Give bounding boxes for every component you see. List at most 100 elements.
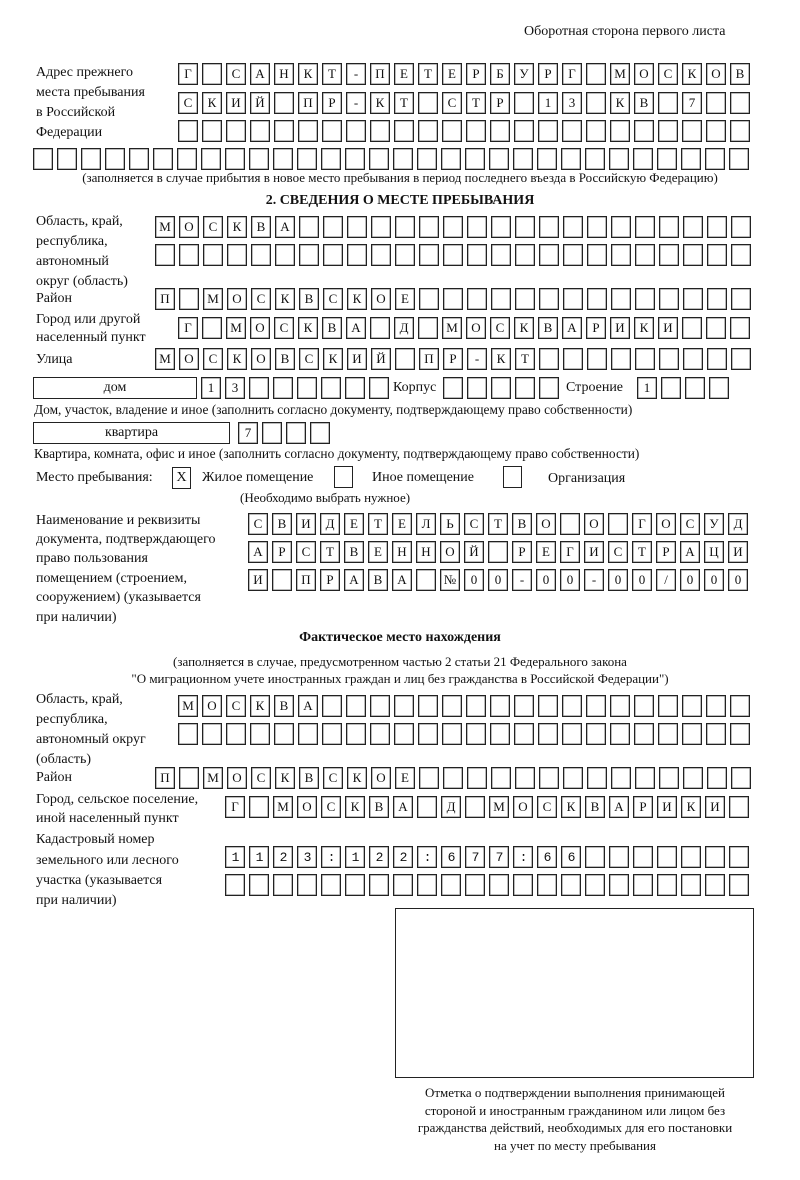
char-cell[interactable]: О <box>536 513 556 535</box>
char-cell[interactable] <box>286 422 306 444</box>
char-cell[interactable]: 0 <box>608 569 628 591</box>
char-cell[interactable] <box>635 288 655 310</box>
option-organization-checkbox[interactable] <box>503 466 522 488</box>
char-cell[interactable]: П <box>419 348 439 370</box>
char-cell[interactable] <box>491 244 511 266</box>
char-cell[interactable]: О <box>371 767 391 789</box>
char-cell[interactable]: Н <box>274 63 294 85</box>
char-cell[interactable] <box>273 874 293 896</box>
char-cell[interactable] <box>262 422 282 444</box>
char-cell[interactable]: И <box>728 541 748 563</box>
char-cell[interactable] <box>682 317 702 339</box>
char-cell[interactable] <box>465 796 485 818</box>
char-cell[interactable] <box>538 695 558 717</box>
char-cell[interactable] <box>609 874 629 896</box>
char-cell[interactable] <box>297 148 317 170</box>
char-cell[interactable] <box>178 723 198 745</box>
char-cell[interactable] <box>441 874 461 896</box>
char-cell[interactable] <box>683 288 703 310</box>
char-cell[interactable] <box>129 148 149 170</box>
char-cell[interactable] <box>562 695 582 717</box>
char-cell[interactable] <box>489 846 509 868</box>
char-cell[interactable]: К <box>634 317 654 339</box>
char-cell[interactable]: И <box>658 317 678 339</box>
char-cell[interactable] <box>515 288 535 310</box>
char-cell[interactable] <box>587 288 607 310</box>
char-cell[interactable] <box>442 695 462 717</box>
char-cell[interactable] <box>394 120 414 142</box>
char-cell[interactable]: Н <box>392 541 412 563</box>
char-cell[interactable]: В <box>538 317 558 339</box>
char-cell[interactable]: 0 <box>632 569 652 591</box>
char-cell[interactable] <box>226 120 246 142</box>
char-cell[interactable]: М <box>155 348 175 370</box>
char-cell[interactable] <box>537 846 557 868</box>
char-cell[interactable] <box>658 723 678 745</box>
char-cell[interactable]: К <box>610 92 630 114</box>
char-cell[interactable] <box>709 377 729 399</box>
option-other-checkbox[interactable] <box>334 466 353 488</box>
char-cell[interactable]: Н <box>416 541 436 563</box>
char-cell[interactable]: 0 <box>536 569 556 591</box>
char-cell[interactable] <box>418 695 438 717</box>
char-cell[interactable]: А <box>250 63 270 85</box>
char-cell[interactable] <box>705 846 725 868</box>
char-cell[interactable] <box>682 695 702 717</box>
char-cell[interactable] <box>539 216 559 238</box>
char-cell[interactable] <box>731 244 751 266</box>
char-cell[interactable]: Р <box>443 348 463 370</box>
char-cell[interactable] <box>321 377 341 399</box>
option-residential-checkbox[interactable]: Х <box>172 467 191 489</box>
char-cell[interactable] <box>681 874 701 896</box>
char-cell[interactable] <box>659 216 679 238</box>
char-cell[interactable]: С <box>537 796 557 818</box>
char-cell[interactable] <box>585 846 605 868</box>
char-cell[interactable] <box>611 244 631 266</box>
char-cell[interactable] <box>611 288 631 310</box>
char-cell[interactable]: К <box>275 767 295 789</box>
char-cell[interactable] <box>273 846 293 868</box>
char-cell[interactable]: К <box>227 348 247 370</box>
char-cell[interactable] <box>57 148 77 170</box>
char-cell[interactable]: С <box>680 513 700 535</box>
char-cell[interactable]: Р <box>512 541 532 563</box>
char-cell[interactable] <box>610 723 630 745</box>
char-cell[interactable] <box>275 244 295 266</box>
char-cell[interactable] <box>418 317 438 339</box>
char-cell[interactable] <box>251 244 271 266</box>
char-cell[interactable] <box>489 148 509 170</box>
char-cell[interactable]: Г <box>562 63 582 85</box>
char-cell[interactable] <box>682 723 702 745</box>
char-cell[interactable]: В <box>299 767 319 789</box>
char-cell[interactable]: - <box>467 348 487 370</box>
char-cell[interactable] <box>731 216 751 238</box>
char-cell[interactable] <box>395 244 415 266</box>
char-cell[interactable]: Р <box>586 317 606 339</box>
char-cell[interactable] <box>634 120 654 142</box>
char-cell[interactable] <box>441 846 461 868</box>
char-cell[interactable] <box>347 216 367 238</box>
char-cell[interactable] <box>563 244 583 266</box>
char-cell[interactable] <box>539 244 559 266</box>
char-cell[interactable] <box>707 348 727 370</box>
char-cell[interactable]: Т <box>418 63 438 85</box>
char-cell[interactable] <box>323 244 343 266</box>
char-cell[interactable]: Г <box>632 513 652 535</box>
char-cell[interactable]: М <box>610 63 630 85</box>
char-cell[interactable]: 7 <box>238 422 258 444</box>
char-cell[interactable] <box>707 288 727 310</box>
char-cell[interactable]: С <box>248 513 268 535</box>
char-cell[interactable] <box>467 767 487 789</box>
char-cell[interactable] <box>225 846 245 868</box>
char-cell[interactable] <box>395 348 415 370</box>
char-cell[interactable] <box>611 216 631 238</box>
char-cell[interactable] <box>419 244 439 266</box>
char-cell[interactable] <box>178 120 198 142</box>
char-cell[interactable]: Г <box>178 317 198 339</box>
char-cell[interactable] <box>370 695 390 717</box>
char-cell[interactable]: О <box>371 288 391 310</box>
char-cell[interactable]: 1 <box>538 92 558 114</box>
char-cell[interactable] <box>587 348 607 370</box>
char-cell[interactable] <box>346 695 366 717</box>
char-cell[interactable] <box>249 377 269 399</box>
